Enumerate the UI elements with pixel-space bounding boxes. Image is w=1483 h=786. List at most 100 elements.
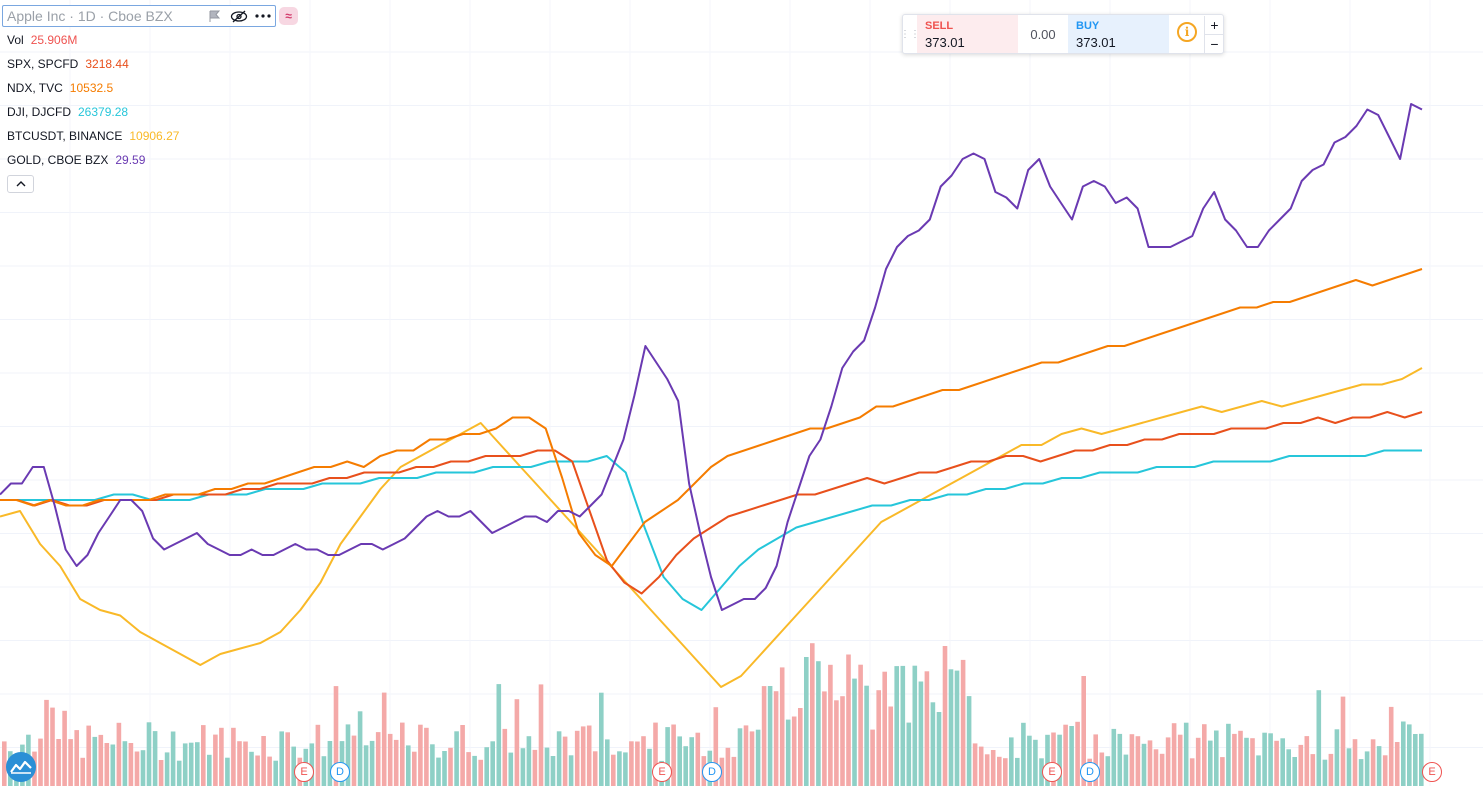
- volume-bar: [749, 731, 755, 786]
- earnings-marker[interactable]: E: [294, 762, 314, 782]
- quantity-minus-button[interactable]: −: [1204, 35, 1224, 53]
- series-line-spx[interactable]: [0, 411, 1423, 595]
- volume-bar: [158, 760, 164, 786]
- volume-bar: [1033, 739, 1038, 786]
- legend-row[interactable]: GOLD, CBOE BZX 29.59: [7, 153, 145, 167]
- earnings-marker[interactable]: E: [652, 762, 672, 782]
- series-line-ndx[interactable]: [0, 268, 1423, 567]
- legend-row[interactable]: BTCUSDT, BINANCE 10906.27: [7, 129, 179, 143]
- volume-bar: [870, 729, 875, 786]
- compare-icon[interactable]: ≈: [279, 7, 298, 25]
- volume-bar: [62, 710, 67, 786]
- volume-bar: [900, 665, 906, 786]
- symbol-title-box[interactable]: Apple Inc · 1D · Cboe BZX: [2, 5, 276, 27]
- collapse-legend-button[interactable]: [7, 175, 34, 193]
- volume-bar: [1214, 730, 1219, 786]
- eye-slash-icon[interactable]: [227, 6, 251, 26]
- earnings-marker[interactable]: E: [1042, 762, 1062, 782]
- dividend-marker[interactable]: D: [702, 762, 722, 782]
- info-icon[interactable]: i: [1177, 22, 1197, 42]
- volume-bar: [387, 733, 393, 786]
- volume-bar: [834, 700, 839, 786]
- volume-bar: [484, 747, 489, 786]
- volume-bar: [279, 731, 284, 786]
- volume-bar: [1322, 759, 1328, 786]
- legend-row[interactable]: Vol 25.906M: [7, 33, 77, 47]
- volume-bar: [50, 707, 55, 786]
- volume-bar: [406, 745, 411, 786]
- volume-bar: [369, 740, 375, 786]
- volume-bar: [611, 754, 616, 786]
- volume-bar: [213, 734, 218, 786]
- volume-bar: [225, 757, 230, 786]
- volume-bar: [1063, 724, 1068, 786]
- dividend-marker[interactable]: D: [330, 762, 350, 782]
- series-line-dji[interactable]: [0, 449, 1422, 611]
- volume-bar: [1141, 743, 1147, 786]
- volume-bar: [472, 755, 477, 786]
- sell-label: SELL: [925, 20, 954, 32]
- volume-bar: [98, 734, 104, 786]
- series-line-btcusdt[interactable]: [0, 367, 1423, 688]
- volume-bar: [285, 732, 290, 786]
- volume-bar: [502, 728, 508, 786]
- volume-bar: [816, 661, 821, 786]
- volume-bar: [737, 728, 743, 786]
- volume-bar: [231, 727, 236, 786]
- more-icon[interactable]: [251, 6, 275, 26]
- legend-row[interactable]: SPX, SPCFD 3218.44: [7, 57, 129, 71]
- volume-bar: [170, 731, 176, 786]
- volume-bar: [333, 686, 339, 786]
- volume-bar: [146, 722, 152, 786]
- volume-bar: [791, 716, 797, 786]
- tradingview-logo-icon[interactable]: [6, 752, 36, 782]
- volume-bar: [1208, 740, 1213, 786]
- volume-bar: [478, 759, 483, 786]
- volume-bar: [1153, 749, 1159, 786]
- volume-bar: [785, 719, 791, 786]
- flag-icon[interactable]: [203, 6, 227, 26]
- volume-bar: [1232, 733, 1237, 786]
- volume-bar: [424, 727, 429, 786]
- volume-bar: [1075, 721, 1080, 786]
- drag-handle-icon[interactable]: ⋮⋮: [900, 28, 920, 40]
- volume-bar: [140, 750, 146, 786]
- volume-bar: [1057, 734, 1062, 786]
- volume-bar: [273, 760, 278, 786]
- volume-bar: [960, 659, 966, 786]
- volume-bar: [460, 725, 465, 786]
- legend-row[interactable]: NDX, TVC 10532.5: [7, 81, 113, 95]
- volume-bar: [1189, 758, 1195, 786]
- volume-bar: [1382, 755, 1388, 786]
- volume-bar: [858, 664, 863, 786]
- legend-name: Vol: [7, 33, 24, 47]
- legend-name: BTCUSDT, BINANCE: [7, 129, 123, 143]
- volume-bar: [1039, 758, 1044, 786]
- volume-bar: [580, 726, 586, 786]
- sell-button[interactable]: SELL 373.01: [917, 15, 1018, 53]
- quantity-plus-button[interactable]: +: [1204, 16, 1224, 35]
- volume-bar: [713, 707, 719, 786]
- volume-bar: [574, 730, 580, 786]
- volume-bar: [695, 732, 701, 786]
- volume-bar: [116, 722, 122, 786]
- volume-bar: [436, 757, 441, 786]
- volume-bar: [195, 742, 200, 786]
- buy-price: 373.01: [1076, 35, 1116, 50]
- dividend-marker[interactable]: D: [1080, 762, 1100, 782]
- earnings-marker[interactable]: E: [1422, 762, 1442, 782]
- volume-bar: [912, 665, 918, 786]
- volume-bar: [906, 722, 912, 786]
- series-line-gold[interactable]: [0, 103, 1423, 611]
- volume-bar: [1147, 740, 1153, 786]
- volume-bar: [671, 724, 676, 786]
- volume-bar: [381, 692, 387, 786]
- volume-bar: [852, 678, 857, 786]
- volume-bar: [1401, 721, 1406, 786]
- buy-button[interactable]: BUY 373.01: [1068, 15, 1169, 53]
- volume-bar: [1105, 756, 1111, 786]
- volume-bar: [74, 730, 79, 786]
- volume-bar: [617, 751, 622, 786]
- legend-row[interactable]: DJI, DJCFD 26379.28: [7, 105, 128, 119]
